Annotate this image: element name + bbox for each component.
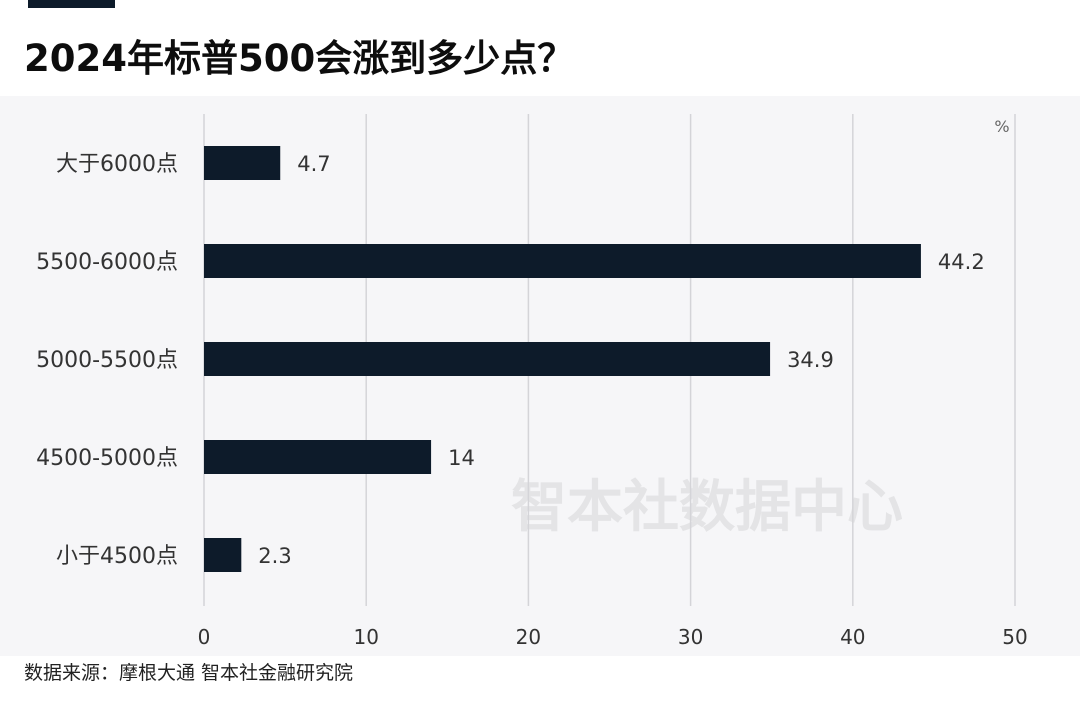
bar [204, 146, 281, 180]
bar [204, 538, 242, 572]
category-label: 5000-5500点 [36, 348, 178, 373]
x-tick-label: 40 [840, 625, 865, 649]
bar-chart: 智本社数据中心 0 10 20 30 40 50% 大于6000点 4.7 5500-6000点 4… [36, 114, 1028, 649]
title-accent-bar [28, 0, 115, 8]
category-label: 5500-6000点 [36, 250, 178, 275]
bar [204, 244, 921, 278]
category-label: 小于4500点 [56, 544, 178, 569]
category-label: 4500-5000点 [36, 446, 178, 471]
bar [204, 342, 771, 376]
value-label: 34.9 [787, 348, 834, 372]
category-label: 大于6000点 [56, 152, 178, 177]
x-tick-label: 20 [516, 625, 541, 649]
value-label: 14 [448, 446, 475, 470]
x-tick-label: 30 [678, 625, 703, 649]
watermark-text: 智本社数据中心 [511, 475, 903, 540]
x-tick-label: 0 [198, 625, 211, 649]
value-label: 2.3 [258, 544, 291, 568]
chart-title: 2024年标普500会涨到多少点？ [24, 37, 575, 80]
source-note: 数据来源：摩根大通 智本社金融研究院 [24, 662, 354, 684]
bar [204, 440, 432, 474]
x-tick-label: 10 [353, 625, 378, 649]
unit-label: % [994, 117, 1009, 136]
value-label: 4.7 [297, 152, 330, 176]
chart-panel: 智本社数据中心 0 10 20 30 40 50% 大于6000点 4.7 5500-6000点 4… [0, 96, 1080, 656]
x-tick-label: 50 [1002, 625, 1027, 649]
value-label: 44.2 [938, 250, 985, 274]
